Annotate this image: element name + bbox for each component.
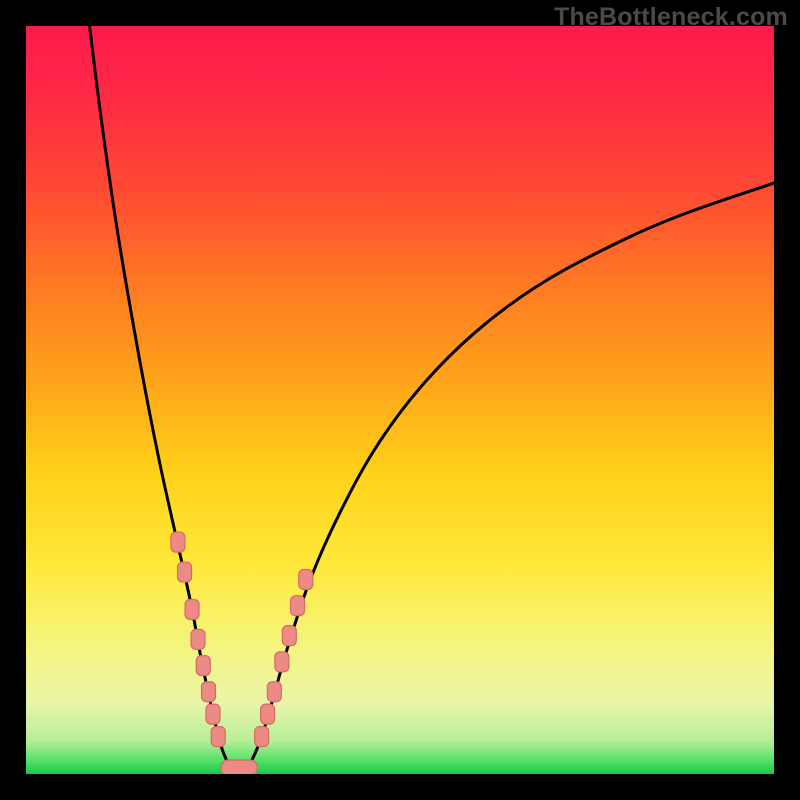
data-marker: [261, 704, 275, 724]
curve-svg: [0, 0, 800, 800]
valley-marker: [221, 760, 257, 776]
data-marker: [267, 682, 281, 702]
data-marker: [211, 727, 225, 747]
watermark-text: TheBottleneck.com: [554, 3, 788, 32]
data-marker: [191, 629, 205, 649]
data-marker: [185, 599, 199, 619]
data-marker: [299, 570, 313, 590]
data-marker: [291, 596, 305, 616]
data-marker: [202, 682, 216, 702]
data-marker: [275, 652, 289, 672]
chart-stage: TheBottleneck.com: [0, 0, 800, 800]
data-marker: [255, 727, 269, 747]
data-marker: [171, 532, 185, 552]
data-marker: [196, 656, 210, 676]
data-marker: [178, 562, 192, 582]
data-marker: [206, 704, 220, 724]
data-marker: [282, 626, 296, 646]
bottleneck-curve: [90, 26, 774, 770]
